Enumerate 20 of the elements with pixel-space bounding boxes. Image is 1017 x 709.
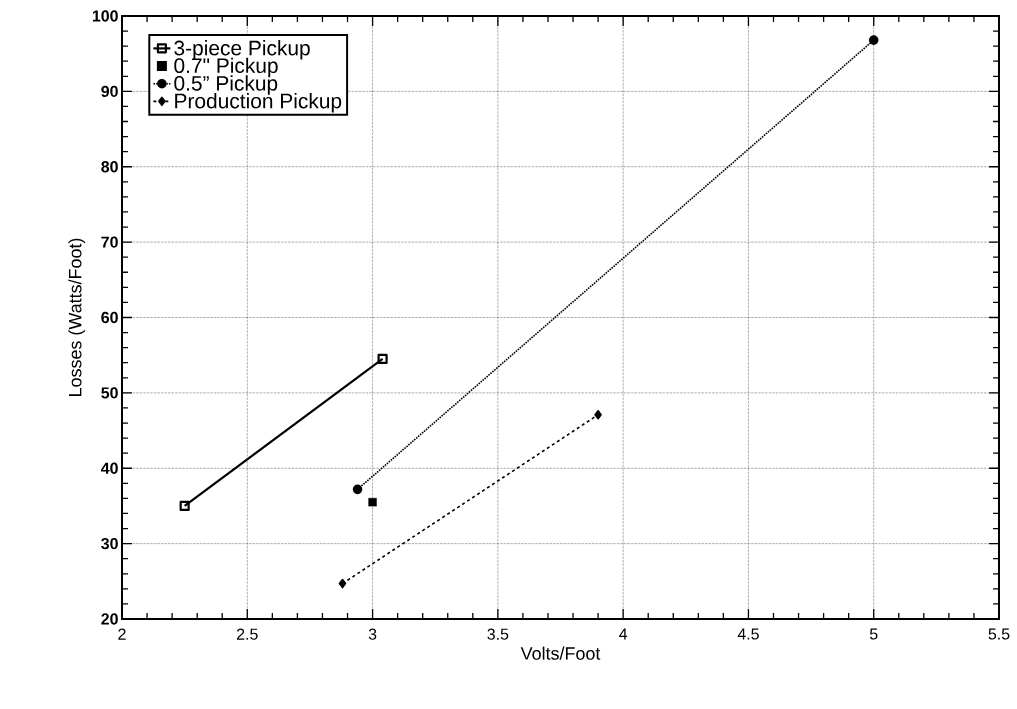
y-tick-label: 40 bbox=[100, 462, 118, 474]
x-axis-title: Volts/Foot bbox=[520, 646, 601, 660]
y-tick-label: 50 bbox=[101, 387, 118, 399]
y-axis-title: Losses (Watts/Foot) bbox=[68, 238, 86, 396]
x-tick-label: 4 bbox=[619, 628, 628, 640]
y-tick-label: 60 bbox=[101, 311, 118, 324]
x-tick-label: 5.5 bbox=[988, 628, 1010, 640]
x-tick-label: 2.5 bbox=[237, 628, 258, 640]
x-tick-label: 3 bbox=[368, 628, 377, 640]
legend-label: Production Pickup bbox=[175, 93, 342, 113]
x-tick-label: 3.5 bbox=[487, 628, 509, 640]
y-tick-label: 100 bbox=[92, 10, 118, 22]
x-tick-label: 2 bbox=[118, 628, 126, 640]
y-tick-label: 80 bbox=[101, 161, 118, 173]
x-tick-label: 5 bbox=[869, 628, 878, 640]
y-tick-label: 90 bbox=[101, 85, 118, 98]
x-tick-label: 4.5 bbox=[737, 628, 759, 640]
y-tick-label: 30 bbox=[101, 537, 118, 550]
y-tick-label: 70 bbox=[101, 236, 118, 248]
y-tick-label: 20 bbox=[101, 613, 118, 625]
